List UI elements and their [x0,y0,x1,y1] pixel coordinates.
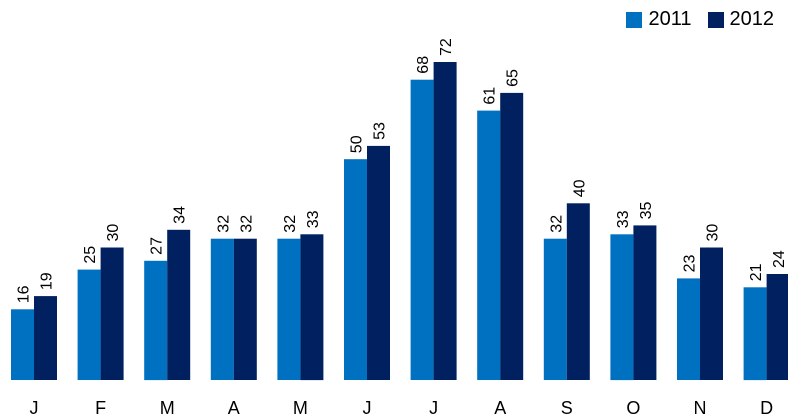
legend-swatch-2012 [707,11,724,28]
x-tick-label-9: O [626,398,640,418]
bar-2012-0 [34,296,57,380]
data-label-2011-3: 32 [215,215,232,233]
data-label-2011-2: 27 [149,237,166,255]
data-label-2012-0: 19 [39,272,56,290]
data-label-2012-8: 40 [571,179,588,197]
data-label-2011-5: 50 [349,135,366,153]
data-label-2012-11: 24 [771,250,788,268]
x-tick-label-3: A [228,398,240,418]
x-tick-label-5: J [363,398,372,418]
bar-2011-9 [610,234,634,381]
legend-label-2012: 2012 [729,8,775,30]
bar-2012-5 [367,145,390,380]
data-label-2011-4: 32 [282,215,299,233]
bar-2012-3 [233,238,257,380]
data-label-2011-9: 33 [615,210,632,228]
data-label-2012-7: 65 [505,69,522,87]
x-tick-label-10: N [694,398,707,418]
bar-2011-8 [543,238,567,380]
bar-2012-11 [766,274,788,380]
legend-item-2012: 2012 [707,8,775,31]
bar-2011-10 [677,278,700,380]
x-tick-label-6: J [429,398,438,418]
bar-2012-8 [566,203,590,380]
data-label-2011-10: 23 [682,255,699,273]
bar-2012-9 [633,225,657,380]
legend-label-2011: 2011 [648,8,692,30]
data-label-2012-6: 72 [438,38,455,56]
data-label-2012-1: 30 [105,224,122,242]
bar-2011-1 [77,269,101,380]
data-label-2012-5: 53 [372,122,389,140]
bar-2012-6 [433,62,457,380]
data-label-2011-7: 61 [482,87,499,105]
data-label-2012-10: 30 [705,224,722,242]
data-label-2011-8: 32 [548,215,565,233]
data-label-2012-4: 33 [305,210,322,228]
bar-2011-6 [410,79,434,380]
legend-item-2011: 2011 [626,8,692,31]
data-label-2011-1: 25 [82,246,99,264]
bar-2011-11 [743,287,767,381]
data-label-2011-6: 68 [415,56,432,74]
x-tick-label-0: J [30,398,39,418]
bar-2011-0 [11,309,34,380]
bar-2011-7 [477,110,501,380]
x-tick-label-1: F [95,398,106,418]
bar-2012-10 [700,247,723,380]
data-label-2011-0: 16 [16,285,33,303]
bar-2012-7 [500,92,524,381]
legend: 2011 2012 [626,8,774,31]
data-label-2012-3: 32 [238,215,255,233]
x-tick-label-2: M [160,398,175,418]
data-label-2012-9: 35 [638,202,655,220]
bar-2012-1 [100,247,124,380]
bar-2012-2 [167,229,191,380]
legend-swatch-2011 [626,11,643,28]
x-tick-label-4: M [293,398,308,418]
bar-2011-2 [144,260,168,381]
bar-2011-4 [277,238,301,380]
x-tick-label-11: D [760,398,773,418]
data-label-2011-11: 21 [748,263,765,281]
data-label-2012-2: 34 [172,206,189,224]
x-tick-label-7: A [494,398,506,418]
bar-2011-3 [210,238,234,380]
bar-2011-5 [344,159,367,380]
bar-2012-4 [300,234,324,381]
x-tick-label-8: S [561,398,573,418]
